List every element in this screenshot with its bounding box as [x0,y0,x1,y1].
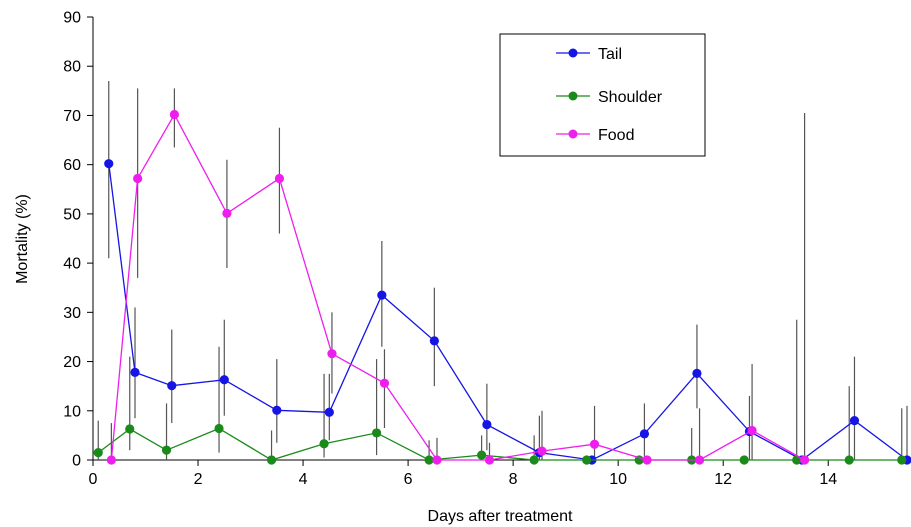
x-tick-label: 4 [299,471,308,488]
x-tick-label: 10 [609,471,627,488]
data-point-food [327,349,337,359]
x-tick-label: 8 [509,471,518,488]
series-line-tail [108,163,908,461]
data-point-food [169,109,179,120]
data-point-food [222,208,232,218]
data-point-food [589,439,600,449]
y-tick-label: 30 [63,305,81,322]
y-tick-label: 80 [63,59,81,76]
legend-marker-shoulder [568,91,578,101]
data-point-food [379,378,390,388]
legend: Tail Shoulder Food [499,33,706,157]
data-point-shoulder [792,455,802,465]
data-point-shoulder [93,448,103,458]
y-tick-label: 0 [72,453,81,470]
data-point-tail [429,336,439,346]
data-point-tail [104,159,114,169]
data-point-tail [130,367,140,377]
y-tick-label: 40 [63,256,81,273]
data-point-tail [167,381,177,391]
series-food [106,109,810,465]
data-point-shoulder [582,455,592,465]
data-point-shoulder [161,445,172,455]
y-tick-label: 70 [63,108,81,125]
data-point-shoulder [371,428,382,438]
data-point-shoulder [214,423,224,434]
legend-marker-tail [568,48,578,58]
data-point-shoulder [125,424,135,434]
legend-label-shoulder: Shoulder [598,89,663,106]
y-tick-label: 50 [63,206,81,223]
legend-entry-food: Food [556,127,634,144]
data-point-food [106,455,116,465]
data-point-food [432,455,442,465]
data-point-tail [377,290,387,300]
series-shoulder [93,423,907,465]
data-point-food [484,455,495,465]
legend-marker-food [568,129,578,139]
legend-label-tail: Tail [598,46,622,63]
y-tick-label: 60 [63,157,81,174]
legend-box [499,33,706,157]
data-point-tail [849,416,860,426]
data-point-tail [324,407,334,417]
data-point-shoulder [844,455,854,465]
y-tick-label: 90 [63,10,81,27]
data-point-shoulder [319,439,329,449]
data-point-shoulder [739,455,749,465]
data-point-shoulder [266,455,277,465]
data-point-food [747,425,757,436]
y-tick-label: 20 [63,354,81,371]
y-tick-label: 10 [63,403,81,420]
data-point-food [694,455,705,465]
data-point-shoulder [477,450,487,460]
data-point-tail [639,429,650,439]
data-point-tail [272,405,282,415]
data-point-tail [692,368,702,378]
series-line-food [110,113,805,461]
legend-entry-tail: Tail [556,46,622,63]
x-axis-title: Days after treatment [428,508,574,525]
data-point-shoulder [529,455,539,465]
x-tick-label: 6 [404,471,413,488]
x-tick-label: 14 [819,471,837,488]
series-group [93,109,911,465]
data-point-food [274,173,285,184]
data-point-food [537,446,547,456]
y-axis-title: Mortality (%) [14,194,31,284]
legend-label-food: Food [598,127,634,144]
data-point-shoulder [424,455,434,465]
legend-entry-shoulder: Shoulder [556,89,663,106]
x-tick-label: 2 [194,471,203,488]
data-point-food [133,173,143,184]
data-point-tail [482,419,492,430]
data-point-tail [219,375,229,385]
series-tail [104,159,911,465]
data-point-shoulder [897,455,907,465]
data-point-food [799,455,810,465]
axes: 0 10 20 30 40 50 60 70 80 90 0 2 4 6 8 10 12 14 [63,10,907,488]
x-tick-label: 12 [714,471,732,488]
data-point-food [642,455,652,465]
x-tick-label: 0 [89,471,98,488]
